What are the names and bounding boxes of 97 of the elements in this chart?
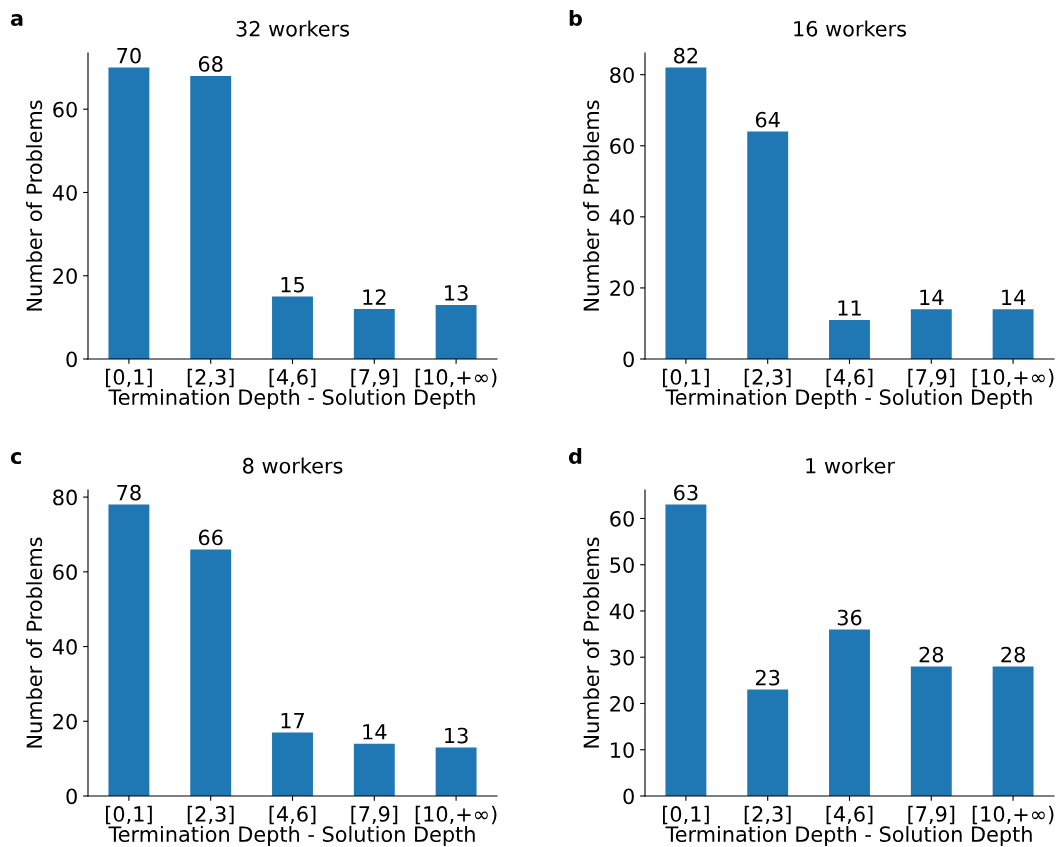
bar — [665, 504, 707, 796]
text: b — [569, 9, 582, 27]
bar — [910, 666, 952, 796]
x-tick-label: [2,3] — [187, 805, 234, 825]
data-label: 13 — [445, 285, 468, 301]
x-tick-label: [7,9] — [351, 368, 398, 388]
data-label: 23 — [755, 669, 780, 686]
data-label: 15 — [281, 277, 304, 293]
y-tick-label: 20 — [53, 713, 77, 730]
x-axis-title: Termination Depth - Solution Depth — [665, 388, 1032, 410]
y-tick-label: 80 — [610, 67, 634, 83]
x-tick-label: [2,3] — [744, 805, 791, 825]
x-tick-label: [0,1] — [106, 368, 152, 388]
y-tick-label: 20 — [610, 280, 634, 297]
data-label: 28 — [919, 646, 944, 663]
y-tick-label: 0 — [66, 351, 77, 368]
y-axis-title: Number of Problems — [583, 100, 600, 311]
data-label: 14 — [363, 724, 387, 740]
bar — [747, 131, 789, 359]
x-tick-label: [4,6] — [826, 368, 873, 388]
x-tick-label: [10,+∞) — [972, 368, 1054, 388]
data-label: 14 — [920, 289, 944, 305]
bar — [665, 67, 707, 359]
text: c — [10, 452, 21, 465]
y-tick-label: 40 — [609, 209, 634, 226]
y-tick-label: 0 — [623, 351, 634, 368]
y-tick-label: 20 — [53, 268, 77, 284]
chart-title: 32 workers — [236, 20, 349, 37]
y-tick-label: 0 — [66, 788, 77, 805]
data-label: 70 — [117, 47, 141, 64]
x-tick-label: [7,9] — [908, 805, 955, 825]
y-tick-label: 80 — [53, 489, 77, 506]
x-axis-title: Termination Depth - Solution Depth — [108, 388, 475, 410]
bar — [992, 309, 1034, 359]
y-tick-label: 40 — [52, 184, 77, 201]
bar — [108, 67, 150, 359]
data-label: 36 — [837, 609, 862, 626]
bar — [829, 629, 870, 796]
x-tick-label: [10,+∞) — [415, 805, 497, 825]
data-label: 63 — [674, 484, 698, 501]
x-axis-title: Termination Depth - Solution Depth — [108, 825, 475, 847]
chart-title: 1 worker — [806, 457, 895, 474]
x-tick-label: [10,+∞) — [972, 805, 1054, 825]
bar — [829, 319, 870, 359]
x-tick-label: [0,1] — [663, 368, 709, 388]
data-label: 28 — [1001, 646, 1025, 663]
y-tick-label: 50 — [610, 557, 634, 573]
data-label: 13 — [445, 727, 468, 744]
y-axis-title: Number of Problems — [26, 537, 43, 748]
y-tick-label: 0 — [623, 788, 634, 805]
text: d — [568, 447, 582, 465]
y-tick-label: 30 — [610, 649, 634, 666]
y-tick-label: 20 — [610, 695, 634, 712]
data-label: 11 — [838, 300, 861, 316]
bar — [272, 732, 313, 796]
y-tick-label: 60 — [610, 510, 634, 527]
y-tick-label: 60 — [610, 138, 634, 154]
x-tick-label: [4,6] — [269, 368, 316, 388]
data-label: 64 — [755, 111, 780, 128]
chart-title: 16 workers — [794, 20, 906, 37]
x-tick-label: [2,3] — [744, 368, 791, 388]
bar — [353, 743, 395, 796]
x-tick-label: [4,6] — [269, 805, 316, 825]
bar — [747, 689, 789, 796]
x-tick-label: [10,+∞) — [415, 368, 497, 388]
data-label: 68 — [198, 56, 223, 72]
bar — [435, 747, 477, 796]
x-tick-label: [0,1] — [663, 805, 709, 825]
text: a — [10, 14, 23, 27]
y-tick-label: 60 — [53, 101, 77, 118]
y-axis-title: Number of Problems — [26, 100, 43, 311]
data-label: 66 — [198, 529, 223, 546]
y-tick-label: 60 — [53, 564, 77, 581]
data-label: 14 — [1002, 289, 1026, 305]
y-axis-title: Number of Problems — [583, 537, 600, 748]
y-tick-label: 40 — [52, 639, 77, 655]
x-tick-label: [7,9] — [351, 805, 398, 825]
x-tick-label: [4,6] — [826, 805, 873, 825]
data-label: 12 — [363, 289, 386, 305]
bar — [435, 304, 477, 359]
bar — [992, 666, 1034, 796]
bar — [108, 504, 150, 796]
bar — [353, 309, 395, 359]
bar — [190, 75, 232, 359]
y-tick-label: 10 — [611, 742, 634, 758]
bar — [272, 296, 313, 359]
bar — [910, 309, 952, 359]
data-label: 82 — [674, 47, 698, 64]
y-tick-label: 40 — [609, 603, 634, 620]
bar — [190, 549, 232, 796]
data-label: 17 — [281, 712, 304, 729]
chart-title: 8 workers — [243, 457, 343, 474]
x-tick-label: [0,1] — [106, 805, 152, 825]
x-tick-label: [7,9] — [908, 368, 955, 388]
x-tick-label: [2,3] — [187, 368, 234, 388]
data-label: 78 — [117, 484, 141, 501]
x-axis-title: Termination Depth - Solution Depth — [665, 825, 1032, 847]
